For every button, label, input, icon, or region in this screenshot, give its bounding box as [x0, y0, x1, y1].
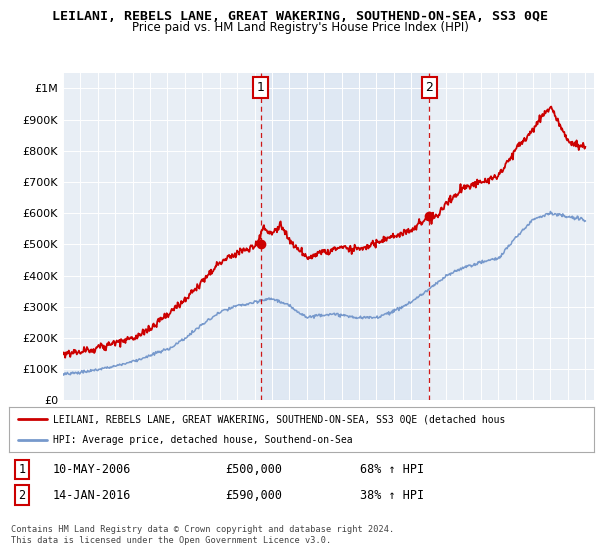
Text: £590,000: £590,000 [226, 488, 283, 502]
Text: 2: 2 [19, 488, 25, 502]
Text: 38% ↑ HPI: 38% ↑ HPI [360, 488, 424, 502]
Text: 68% ↑ HPI: 68% ↑ HPI [360, 463, 424, 476]
Bar [261, 73, 430, 400]
Text: 1: 1 [19, 463, 25, 476]
Text: Price paid vs. HM Land Registry's House Price Index (HPI): Price paid vs. HM Land Registry's House … [131, 21, 469, 34]
Text: LEILANI, REBELS LANE, GREAT WAKERING, SOUTHEND-ON-SEA, SS3 0QE: LEILANI, REBELS LANE, GREAT WAKERING, SO… [52, 10, 548, 23]
Text: 14-JAN-2016: 14-JAN-2016 [53, 488, 131, 502]
Text: LEILANI, REBELS LANE, GREAT WAKERING, SOUTHEND-ON-SEA, SS3 0QE (detached hous: LEILANI, REBELS LANE, GREAT WAKERING, SO… [53, 414, 505, 424]
Text: £500,000: £500,000 [226, 463, 283, 476]
Text: 1: 1 [257, 81, 265, 94]
Text: 10-MAY-2006: 10-MAY-2006 [53, 463, 131, 476]
Text: Contains HM Land Registry data © Crown copyright and database right 2024.
This d: Contains HM Land Registry data © Crown c… [11, 525, 394, 545]
Text: 2: 2 [425, 81, 433, 94]
Text: HPI: Average price, detached house, Southend-on-Sea: HPI: Average price, detached house, Sout… [53, 435, 353, 445]
